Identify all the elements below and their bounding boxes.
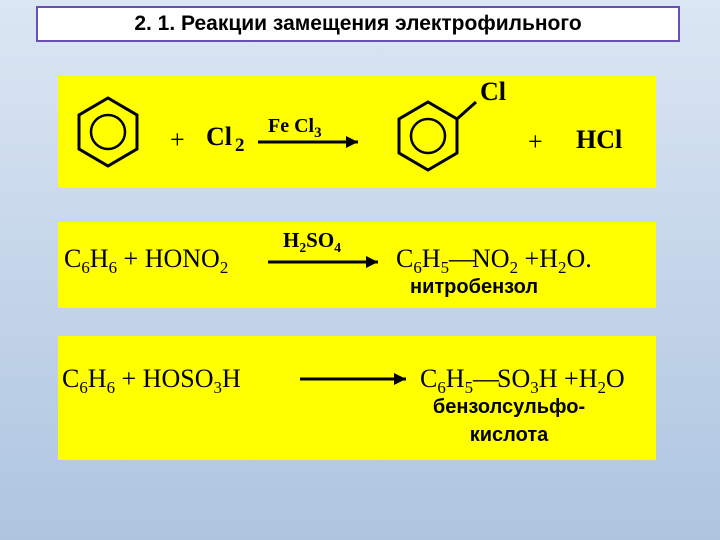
product-label-nitrobenzene: нитробензол [410, 276, 538, 299]
reaction-panel-sulfonation: C6H6 + HOSO3H C6H5—SO3H +H2O бензолсульф… [58, 336, 656, 460]
cl-substituent: Cl [480, 77, 506, 106]
catalyst-h2so4: H2SO4 [283, 228, 341, 256]
benzene-ring-icon [79, 98, 137, 166]
reaction3-line: C6H6 + HOSO3H C6H5—SO3H +H2O бензолсульф… [58, 336, 656, 460]
catalyst-fecl3: Fe Cl3 [268, 115, 322, 141]
reaction-arrow-icon [298, 364, 416, 394]
product-label-sulfonic-2: кислота [414, 424, 604, 447]
title-text: 2. 1. Реакции замещения электрофильного [134, 12, 581, 35]
slide-background: 2. 1. Реакции замещения электрофильного … [0, 0, 720, 540]
sulfonation-rhs: C6H5—SO3H +H2O [420, 364, 625, 398]
byproduct-hcl: HCl [576, 125, 622, 154]
nitration-rhs: C6H5—NO2 +H2O. [396, 244, 592, 278]
reagent-cl2: Cl2 [206, 122, 245, 156]
plus-sign-2: + [528, 127, 543, 156]
product-label-sulfonic-1: бензолсульфо- [414, 396, 604, 419]
reaction-panel-nitration: C6H6 + HONO2 H2SO4 C6H5—NO2 +H2O. нитроб… [58, 222, 656, 308]
reaction1-svg: + Cl2 Fe Cl3 Cl + HCl [58, 76, 656, 188]
section-title: 2. 1. Реакции замещения электрофильного [36, 6, 680, 42]
arrowhead-icon [346, 136, 358, 148]
chlorobenzene-icon [399, 102, 476, 170]
reaction2-line: C6H6 + HONO2 H2SO4 C6H5—NO2 +H2O. нитроб… [58, 222, 656, 308]
nitration-lhs: C6H6 + HONO2 [64, 244, 228, 278]
sulfonation-lhs: C6H6 + HOSO3H [62, 364, 241, 398]
reaction-panel-chlorination: + Cl2 Fe Cl3 Cl + HCl [58, 76, 656, 188]
plus-sign: + [170, 125, 185, 154]
